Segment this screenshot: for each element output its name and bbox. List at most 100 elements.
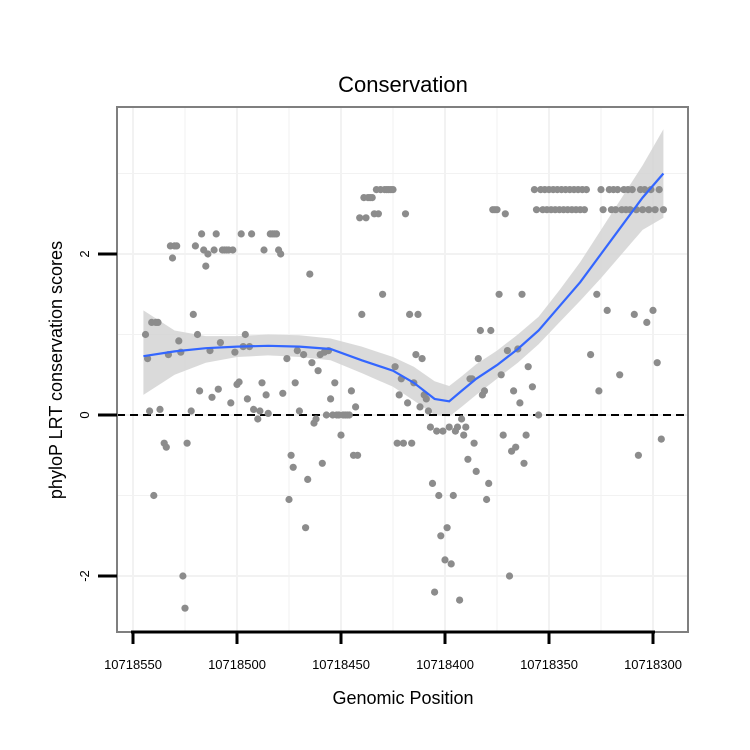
data-point bbox=[374, 210, 382, 218]
data-point bbox=[645, 206, 653, 214]
data-point bbox=[260, 246, 268, 254]
data-point bbox=[347, 387, 355, 395]
x-tick-label: 10718550 bbox=[104, 657, 162, 672]
smooth-line bbox=[143, 172, 665, 403]
data-point bbox=[653, 359, 661, 367]
data-point bbox=[389, 186, 397, 194]
data-point bbox=[657, 435, 665, 443]
data-point bbox=[414, 310, 422, 318]
data-point bbox=[393, 439, 401, 447]
data-point bbox=[264, 409, 272, 417]
data-point bbox=[412, 351, 420, 359]
data-point bbox=[476, 326, 484, 335]
data-point bbox=[235, 378, 243, 386]
data-point bbox=[243, 395, 251, 403]
data-point bbox=[472, 467, 480, 475]
data-point bbox=[518, 290, 526, 298]
chart-title: Conservation bbox=[338, 72, 468, 97]
data-point bbox=[291, 379, 299, 387]
data-point bbox=[312, 415, 320, 423]
data-point bbox=[337, 431, 345, 439]
data-point bbox=[212, 230, 220, 238]
data-point bbox=[277, 250, 285, 258]
data-point bbox=[362, 214, 370, 222]
data-point bbox=[509, 387, 518, 395]
data-point bbox=[501, 210, 509, 218]
y-axis-title: phyloP LRT conservation scores bbox=[46, 241, 66, 499]
data-point bbox=[462, 423, 470, 431]
data-point bbox=[614, 186, 622, 194]
data-point bbox=[643, 318, 651, 326]
data-point bbox=[146, 407, 154, 415]
data-point bbox=[229, 246, 237, 254]
y-tick-label: 2 bbox=[77, 250, 92, 257]
data-point bbox=[493, 206, 501, 214]
data-point bbox=[628, 186, 636, 194]
data-point bbox=[173, 242, 181, 250]
data-point bbox=[435, 491, 443, 500]
data-point bbox=[352, 403, 360, 411]
data-point bbox=[460, 431, 468, 439]
data-point bbox=[499, 431, 507, 439]
data-point bbox=[283, 355, 291, 363]
data-point bbox=[464, 455, 472, 463]
data-point bbox=[437, 532, 445, 540]
data-point bbox=[248, 230, 256, 238]
data-point bbox=[616, 371, 624, 379]
data-point bbox=[318, 459, 326, 467]
data-point bbox=[593, 290, 601, 298]
data-point bbox=[141, 330, 150, 339]
data-point bbox=[535, 411, 543, 419]
data-point bbox=[505, 572, 514, 580]
data-point bbox=[408, 439, 416, 447]
data-point bbox=[520, 459, 528, 467]
x-axis-title: Genomic Position bbox=[332, 688, 473, 708]
data-point bbox=[445, 423, 453, 431]
data-point bbox=[181, 604, 189, 612]
data-point bbox=[208, 393, 216, 401]
data-point bbox=[250, 405, 258, 413]
x-axis: 10718550 10718500 10718450 10718400 10718350… bbox=[104, 630, 682, 672]
data-point bbox=[204, 250, 212, 258]
data-point bbox=[497, 371, 505, 379]
data-point bbox=[168, 254, 177, 262]
data-point bbox=[179, 572, 187, 580]
data-point bbox=[516, 399, 524, 407]
data-point bbox=[458, 415, 466, 423]
data-point bbox=[189, 310, 197, 318]
data-point bbox=[530, 186, 539, 194]
data-point bbox=[582, 186, 591, 194]
data-point bbox=[214, 385, 222, 393]
data-point bbox=[216, 339, 224, 347]
data-point bbox=[241, 330, 249, 339]
data-point bbox=[304, 475, 312, 483]
data-point bbox=[356, 214, 364, 222]
data-point bbox=[331, 379, 339, 387]
data-point bbox=[649, 306, 657, 314]
data-point bbox=[487, 326, 495, 335]
data-point bbox=[193, 330, 202, 339]
data-point bbox=[285, 495, 293, 504]
data-point bbox=[433, 427, 441, 435]
data-point bbox=[262, 391, 270, 399]
data-point bbox=[196, 387, 204, 395]
data-point bbox=[327, 395, 335, 403]
data-point bbox=[587, 351, 595, 359]
data-point bbox=[256, 407, 264, 415]
data-points bbox=[141, 186, 668, 612]
data-point bbox=[354, 451, 362, 459]
data-point bbox=[431, 588, 439, 596]
data-point bbox=[322, 411, 330, 419]
data-point bbox=[289, 463, 297, 471]
data-point bbox=[639, 206, 647, 214]
data-point bbox=[187, 407, 195, 415]
data-point bbox=[453, 423, 462, 431]
data-point bbox=[401, 210, 410, 218]
data-point bbox=[524, 363, 532, 371]
data-point bbox=[443, 524, 451, 532]
data-point bbox=[295, 407, 303, 415]
data-point bbox=[404, 399, 412, 407]
data-point bbox=[279, 389, 287, 397]
data-point bbox=[630, 310, 638, 318]
x-tick-label: 10718450 bbox=[312, 657, 370, 672]
